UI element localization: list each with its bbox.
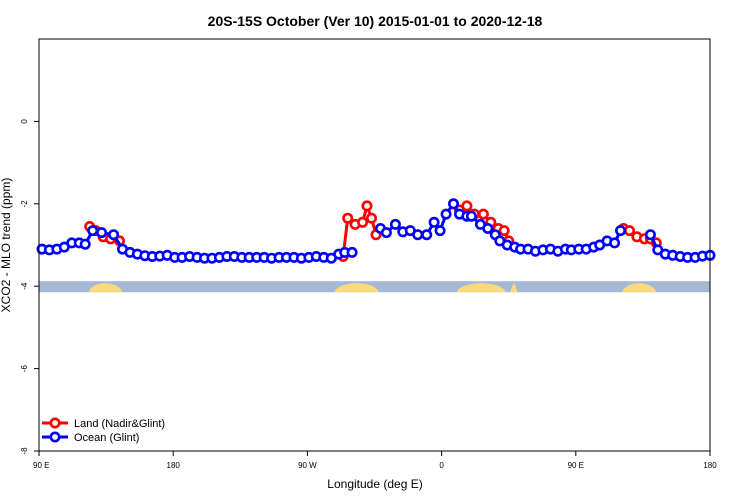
data-point-ocean-2-1 (380, 227, 392, 239)
data-point-ocean-2-10 (447, 198, 459, 210)
data-point-land-1-3 (357, 216, 369, 228)
legend-marker-ocean (49, 431, 61, 443)
legend-item-ocean: Ocean (Glint) (42, 431, 139, 444)
x-axis: 90 E 180 90 W 0 90 E 180 (33, 451, 717, 470)
data-point-land-2-6 (498, 225, 510, 237)
land-patch-1 (334, 283, 379, 293)
series-layer (36, 198, 716, 264)
plot-frame (38, 38, 711, 452)
ocean-band (39, 281, 710, 293)
data-point-land-2-1 (461, 200, 473, 212)
data-point-land-3-1 (623, 225, 635, 237)
legend: Land (Nadir&Glint) Ocean (Glint) (42, 417, 165, 444)
series-ocean (36, 198, 716, 264)
data-point-land-1-4 (361, 200, 373, 212)
y-tick-label-0: 0 (20, 119, 29, 124)
x-tick-label-4: 90 E (568, 461, 584, 470)
x-tick-label-0: 90 E (33, 461, 49, 470)
y-tick-label-4: -8 (20, 447, 29, 455)
chart-title: 20S-15S October (Ver 10) 2015-01-01 to 2… (208, 13, 543, 29)
x-tick-label-5: 180 (703, 461, 717, 470)
series-land (84, 200, 662, 263)
y-axis-label: XCO2 - MLO trend (ppm) (0, 178, 13, 313)
data-point-ocean-2-9 (440, 208, 452, 220)
data-point-land-2-3 (477, 208, 489, 220)
y-axis: 0 -2 -4 -6 -8 (20, 119, 39, 455)
y-tick-label-1: -2 (20, 200, 29, 208)
land-patch-0 (88, 283, 123, 293)
data-point-ocean-1-1 (346, 246, 358, 258)
land-patch-4 (622, 283, 657, 293)
x-tick-label-2: 90 W (298, 461, 317, 470)
y-tick-label-3: -6 (20, 364, 29, 372)
data-point-ocean-2-2 (389, 218, 401, 230)
data-point-ocean-2-7 (428, 216, 440, 228)
legend-label-ocean: Ocean (Glint) (74, 432, 139, 444)
land-patch-3 (510, 283, 518, 293)
data-point-ocean-2-15 (482, 223, 494, 235)
legend-label-land: Land (Nadir&Glint) (74, 418, 165, 430)
data-point-ocean-0-8 (96, 227, 108, 239)
data-point-ocean-0-9 (108, 229, 120, 241)
x-tick-label-1: 180 (167, 461, 181, 470)
data-point-ocean-2-6 (421, 229, 433, 241)
data-point-ocean-3-0 (644, 229, 656, 241)
legend-marker-land (49, 417, 61, 429)
data-point-land-1-5 (365, 212, 377, 224)
data-point-land-1-1 (342, 212, 354, 224)
data-point-ocean-2-34 (614, 225, 626, 237)
land-patch-2 (456, 283, 506, 293)
data-point-ocean-2-13 (465, 210, 477, 222)
data-point-ocean-0-7 (87, 225, 99, 237)
data-point-ocean-2-33 (609, 237, 621, 249)
data-point-ocean-2-5 (412, 229, 424, 241)
data-point-ocean-2-8 (434, 225, 446, 237)
land-ocean-mask (39, 281, 710, 293)
x-tick-label-3: 0 (439, 461, 444, 470)
data-point-ocean-0-6 (79, 238, 91, 250)
y-tick-label-2: -4 (20, 282, 29, 290)
legend-item-land: Land (Nadir&Glint) (42, 417, 165, 430)
x-axis-label: Longitude (deg E) (327, 477, 422, 491)
